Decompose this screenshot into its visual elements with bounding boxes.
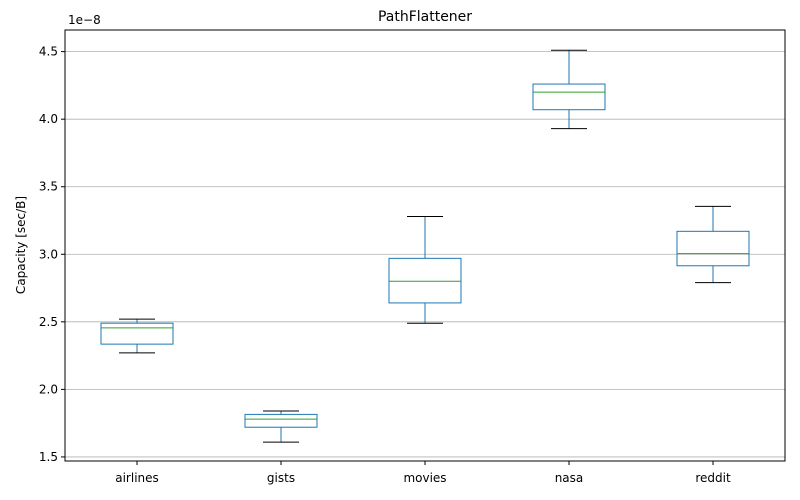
iqr-box [100, 322, 174, 345]
iqr-box [532, 83, 606, 111]
y-tick-label: 1.5 [39, 450, 58, 464]
y-tick-label: 4.0 [39, 112, 58, 126]
iqr-box [388, 257, 462, 304]
x-tick-label: airlines [115, 471, 159, 485]
x-tick-label: gists [267, 471, 295, 485]
y-tick-label: 3.0 [39, 247, 58, 261]
y-tick-label: 3.5 [39, 180, 58, 194]
box-gists [244, 410, 318, 443]
box-movies [388, 215, 462, 324]
box-airlines [100, 318, 174, 354]
y-axis-offset-text: 1e−8 [68, 13, 101, 27]
y-tick-label: 2.5 [39, 315, 58, 329]
x-tick-label: movies [403, 471, 446, 485]
x-tick-label: nasa [555, 471, 584, 485]
iqr-box [676, 230, 750, 267]
iqr-box [244, 413, 318, 428]
chart-title: PathFlattener [378, 9, 472, 25]
boxes [100, 49, 750, 443]
y-tick-label: 2.0 [39, 382, 58, 396]
y-axis-label: Capacity [sec/B] [14, 196, 28, 294]
box-reddit [676, 205, 750, 284]
plot-area-frame [64, 29, 786, 462]
axes: 1.5 2.0 2.5 3.0 3.5 4.0 4.5 airlines gists movies… [39, 45, 731, 485]
x-tick-label: reddit [695, 471, 731, 485]
box-nasa [532, 49, 606, 130]
y-tick-label: 4.5 [39, 45, 58, 59]
